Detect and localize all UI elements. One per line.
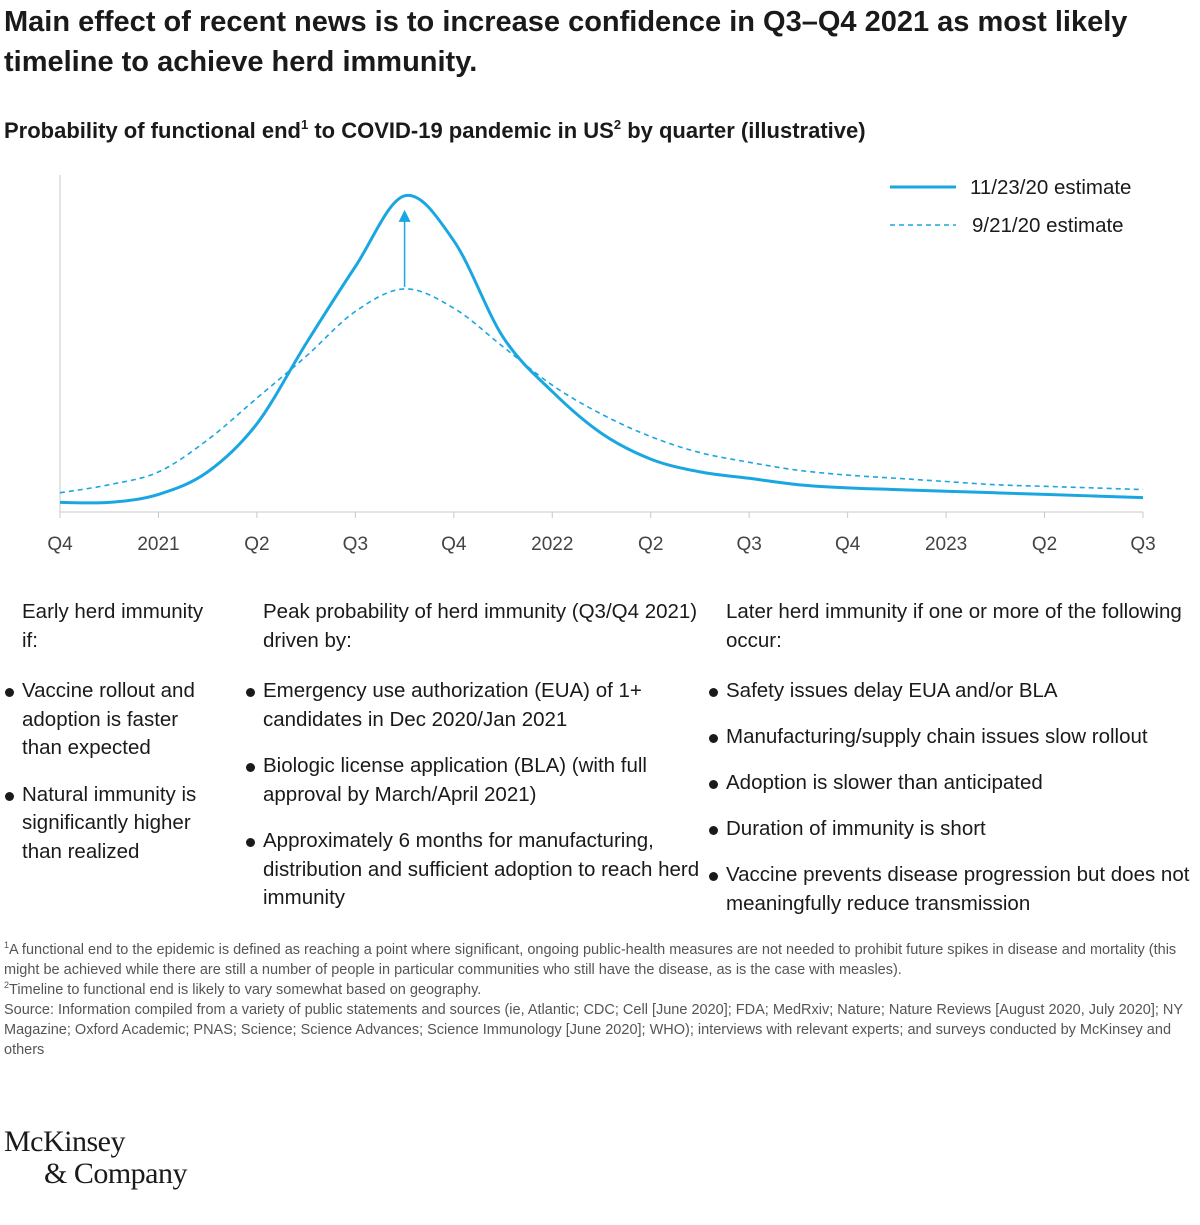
column-heading: Peak probability of herd immunity (Q3/Q4…	[263, 600, 698, 652]
x-tick-label: 2021	[137, 534, 179, 555]
x-axis-ticks	[59, 512, 1144, 518]
footnotes: 1A functional end to the epidemic is def…	[4, 940, 1194, 1060]
x-axis-tick-labels: Q4 2021 Q2 Q3 Q4 2022 Q2 Q3 Q4 2023 Q2 Q3	[47, 534, 1155, 555]
list-item: Manufacturing/supply chain issues slow r…	[708, 723, 1198, 752]
mckinsey-logo: McKinsey & Company	[4, 1125, 188, 1190]
subtitle-text-1: Probability of functional end	[4, 118, 301, 143]
logo-line-2: & Company	[44, 1157, 188, 1190]
footnote-2: 2Timeline to functional end is likely to…	[4, 980, 1194, 1000]
footnote-2-text: Timeline to functional end is likely to …	[9, 982, 482, 998]
bullet-list: Vaccine rollout and adoption is faster t…	[4, 677, 219, 866]
x-tick-label: Q2	[1032, 534, 1057, 555]
footnote-ref-2: 2	[613, 117, 622, 132]
x-tick-label: Q2	[638, 534, 663, 555]
x-tick-label: Q3	[1130, 534, 1155, 555]
peak-probability-column: Peak probability of herd immunity (Q3/Q4…	[245, 598, 700, 931]
list-item: Natural immunity is significantly higher…	[4, 781, 219, 867]
list-item: Approximately 6 months for manufacturing…	[245, 827, 700, 913]
source-note: Source: Information compiled from a vari…	[4, 1002, 1183, 1058]
x-tick-label: Q3	[343, 534, 368, 555]
list-item: Vaccine rollout and adoption is faster t…	[4, 677, 219, 763]
x-tick-label: Q4	[441, 534, 467, 555]
chart-title: Main effect of recent news is to increas…	[4, 6, 1128, 78]
column-heading: Later herd immunity if one or more of th…	[726, 600, 1182, 652]
footnote-1-text: A functional end to the epidemic is defi…	[4, 942, 1177, 978]
line-chart: Q4 2021 Q2 Q3 Q4 2022 Q2 Q3 Q4 2023 Q2 Q3 11/23/20 …	[47, 175, 1156, 555]
x-tick-label: Q4	[835, 534, 861, 555]
legend-label-2: 9/21/20 estimate	[972, 214, 1124, 237]
bullet-list: Emergency use authorization (EUA) of 1+ …	[245, 677, 700, 913]
x-tick-label: Q3	[737, 534, 762, 555]
footnote-1-marker: 1	[4, 940, 10, 950]
footnote-1: 1A functional end to the epidemic is def…	[4, 940, 1194, 980]
footnote-ref-1: 1	[301, 117, 309, 132]
list-item: Safety issues delay EUA and/or BLA	[708, 677, 1198, 706]
list-item: Vaccine prevents disease progression but…	[708, 861, 1198, 918]
footnote-2-marker: 2	[4, 980, 10, 990]
subtitle-text-3: by quarter (illustrative)	[621, 118, 866, 143]
column-heading: Early herd immunity if:	[22, 600, 204, 652]
subtitle-text-2: to COVID-19 pandemic in US	[308, 118, 614, 143]
x-tick-label: 2023	[925, 534, 967, 555]
list-item: Duration of immunity is short	[708, 815, 1198, 844]
series-line-2	[59, 288, 1144, 494]
logo-line-1: McKinsey	[4, 1125, 125, 1158]
early-herd-immunity-column: Early herd immunity if: Vaccine rollout …	[4, 598, 219, 884]
later-herd-immunity-column: Later herd immunity if one or more of th…	[708, 598, 1198, 936]
legend-label-1: 11/23/20 estimate	[970, 176, 1131, 199]
list-item: Biologic license application (BLA) (with…	[245, 752, 700, 809]
x-tick-label: 2022	[531, 534, 573, 555]
series-line-1	[59, 193, 1144, 505]
bullet-list: Safety issues delay EUA and/or BLA Manuf…	[708, 677, 1198, 918]
chart-legend: 11/23/20 estimate 9/21/20 estimate	[890, 176, 1131, 237]
x-tick-label: Q2	[244, 534, 269, 555]
chart-subtitle: Probability of functional end1 to COVID-…	[4, 116, 866, 146]
list-item: Emergency use authorization (EUA) of 1+ …	[245, 677, 700, 734]
x-tick-label: Q4	[47, 534, 73, 555]
list-item: Adoption is slower than anticipated	[708, 769, 1198, 798]
